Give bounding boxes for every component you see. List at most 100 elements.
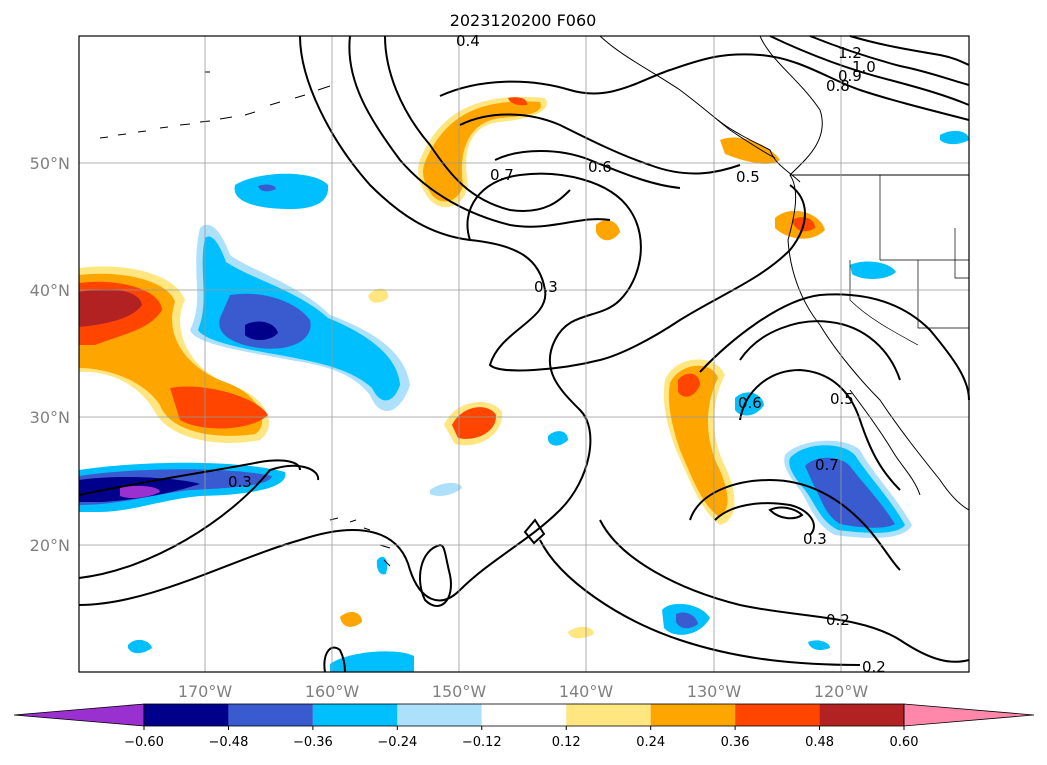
contour-label: 0.8 <box>826 77 850 95</box>
warm-region-east-inner <box>678 373 700 397</box>
lon-label: 130°W <box>687 682 742 701</box>
colorbar-tick-label: −0.36 <box>293 735 333 750</box>
contour-line <box>849 35 970 66</box>
lon-label: 120°W <box>814 682 869 701</box>
map-frame <box>78 35 970 673</box>
contour-label: 1.0 <box>852 58 876 76</box>
contour-line <box>459 113 741 175</box>
map-background <box>79 36 969 672</box>
contour-line <box>78 459 301 496</box>
warm-region-west-south <box>170 386 268 429</box>
cool-spot-i <box>808 640 830 650</box>
contour-line <box>714 502 815 536</box>
colorbar-tick-label: 0.60 <box>890 735 919 750</box>
cool-spot-c <box>430 482 462 496</box>
colorbar-tick-label: −0.60 <box>124 735 164 750</box>
cool-region-central-inner <box>219 293 311 349</box>
hawaii-islands <box>329 517 391 567</box>
cool-spot-b <box>548 431 568 446</box>
cool-spot-f <box>330 651 414 672</box>
lon-label: 170°W <box>178 682 233 701</box>
graticule <box>79 36 969 672</box>
colorbar-tick-label: −0.48 <box>209 735 249 750</box>
contour-line <box>539 539 861 666</box>
contour-line <box>78 172 642 606</box>
colorbar-extend-low <box>13 703 145 727</box>
lat-label: 20°N <box>30 536 70 555</box>
contour-label: 0.6 <box>738 394 762 412</box>
colorbar-ticks: −0.60 −0.48 −0.36 −0.24 −0.12 0.12 0.24 0.36 0.4… <box>124 726 918 750</box>
contour-line <box>599 519 970 663</box>
cool-spot-g <box>850 261 896 279</box>
colorbar-tick-label: 0.36 <box>721 735 750 750</box>
cool-region-east-inner <box>805 457 895 528</box>
warm-region-east-core <box>668 365 728 516</box>
lon-label: 140°W <box>559 682 614 701</box>
contour-line <box>769 35 970 106</box>
map-title: 2023120200 F060 <box>450 11 597 30</box>
cool-spot-h <box>940 130 969 145</box>
north-america-coast <box>759 35 970 511</box>
contour-label: 0.5 <box>736 168 760 186</box>
cool-spot-d-core <box>676 612 698 629</box>
warm-region-north-core <box>423 101 541 202</box>
lat-label: 30°N <box>30 408 70 427</box>
longitude-labels: 170°W 160°W 150°W 140°W 130°W 120°W <box>178 682 869 701</box>
alaska-panhandle <box>599 35 776 159</box>
colorbar-tick-label: 0.12 <box>552 735 581 750</box>
contour-line <box>384 35 571 212</box>
contour-label: 0.3 <box>534 278 558 296</box>
vancouver-island <box>717 119 801 183</box>
colorbar-segment <box>397 704 482 726</box>
latitude-labels: 50°N 40°N 30°N 20°N <box>30 154 70 555</box>
colorbar-outline <box>143 703 905 727</box>
colorbar-tick-label: 0.48 <box>805 735 834 750</box>
colorbar-segment <box>312 704 398 726</box>
cool-region-southwest-min <box>120 485 160 499</box>
contour-line <box>523 518 546 545</box>
warm-spot-e <box>568 626 594 639</box>
contour-line <box>768 506 804 520</box>
shading-layer <box>79 96 969 672</box>
contour-label: 0.3 <box>803 530 827 548</box>
contour-line <box>419 543 452 607</box>
contour-line <box>78 464 320 579</box>
warm-region-north-inner <box>508 97 528 106</box>
contour-label: 0.3 <box>228 473 252 491</box>
contour-line <box>439 53 970 121</box>
colorbar-segment <box>144 704 229 726</box>
colorbar-segment <box>228 704 313 726</box>
warm-spot-a <box>596 220 620 241</box>
cool-region-central-min <box>245 321 278 341</box>
contour-line <box>494 150 681 189</box>
contour-label: 0.7 <box>815 456 839 474</box>
contour-label: 0.7 <box>490 166 514 184</box>
contour-line <box>739 320 901 381</box>
coastline-layer <box>99 35 970 567</box>
cool-region-north-core <box>258 184 276 192</box>
colorbar-segment <box>819 704 904 726</box>
lon-label: 160°W <box>305 682 360 701</box>
contour-line <box>299 35 806 372</box>
contour-line <box>809 35 970 86</box>
warm-region-coast-north <box>720 137 780 164</box>
contour-label: 0.6 <box>588 158 612 176</box>
lat-label: 50°N <box>30 154 70 173</box>
lon-label: 150°W <box>432 682 487 701</box>
baja-coast <box>849 389 921 496</box>
contour-label: 0.5 <box>830 390 854 408</box>
contour-layer <box>78 35 970 673</box>
contour-line <box>699 293 970 401</box>
lat-label: 40°N <box>30 281 70 300</box>
warm-region-west-center <box>79 289 142 327</box>
warm-spot-b <box>368 288 389 303</box>
contour-labels: 0.3 0.4 0.5 0.6 0.7 0.8 0.9 1.0 1.2 0.2 … <box>228 32 886 676</box>
contour-label: 0.9 <box>838 67 862 85</box>
contour-label: 0.2 <box>826 611 850 629</box>
colorbar <box>13 703 1035 727</box>
cool-region-north <box>234 173 329 210</box>
map-panel: 0.3 0.4 0.5 0.6 0.7 0.8 0.9 1.0 1.2 0.2 … <box>78 32 970 676</box>
contour-line <box>348 35 611 228</box>
colorbar-segment <box>650 704 736 726</box>
